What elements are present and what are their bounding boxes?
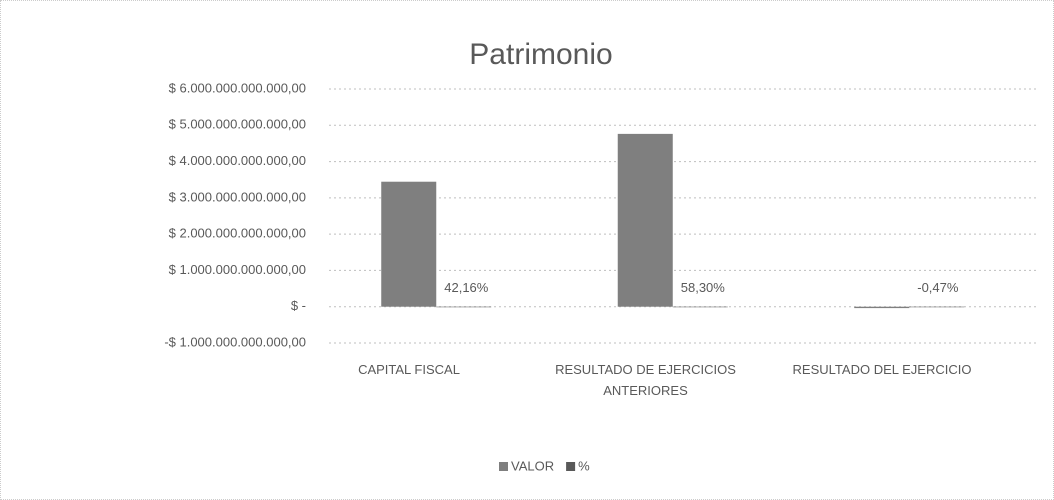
legend-swatch: [566, 462, 576, 471]
x-tick-label: RESULTADO DEL EJERCICIO: [792, 362, 972, 377]
legend-label: VALOR: [511, 458, 554, 473]
legend-label: %: [578, 458, 590, 473]
data-label: 58,30%: [681, 280, 726, 295]
legend-swatch: [499, 462, 508, 471]
y-tick-label: $ 6.000.000.000.000,00: [169, 80, 306, 95]
data-label: 42,16%: [444, 280, 489, 295]
y-tick-label: $ 4.000.000.000.000,00: [169, 153, 306, 168]
data-label: -0,47%: [917, 280, 959, 295]
y-tick-label: $ 1.000.000.000.000,00: [169, 262, 306, 277]
chart-title: Patrimonio: [469, 38, 612, 71]
bar: [909, 306, 965, 308]
y-tick-label: $ 3.000.000.000.000,00: [169, 189, 306, 204]
bar: [617, 133, 673, 307]
bar: [436, 306, 492, 308]
y-tick-label: $ -: [291, 298, 306, 313]
y-tick-label: $ 5.000.000.000.000,00: [169, 117, 306, 132]
x-tick-label: CAPITAL FISCAL: [358, 362, 460, 377]
y-tick-label: -$ 1.000.000.000.000,00: [164, 334, 306, 349]
x-tick-label: RESULTADO DE EJERCICIOS ANTERIORES: [555, 362, 736, 398]
y-tick-label: $ 2.000.000.000.000,00: [169, 226, 306, 241]
bar: [854, 306, 910, 309]
bar: [672, 306, 728, 308]
bar: [381, 181, 437, 307]
